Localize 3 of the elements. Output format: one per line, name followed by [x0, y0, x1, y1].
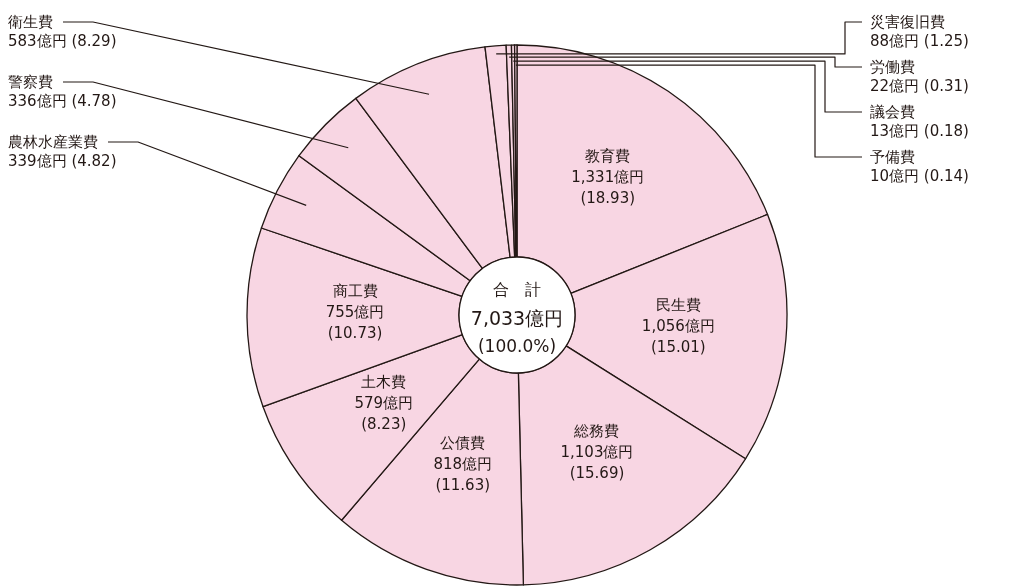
- text: 合 計: [493, 280, 541, 299]
- text: (100.0%): [477, 336, 557, 356]
- text: 7,033億円: [470, 307, 564, 329]
